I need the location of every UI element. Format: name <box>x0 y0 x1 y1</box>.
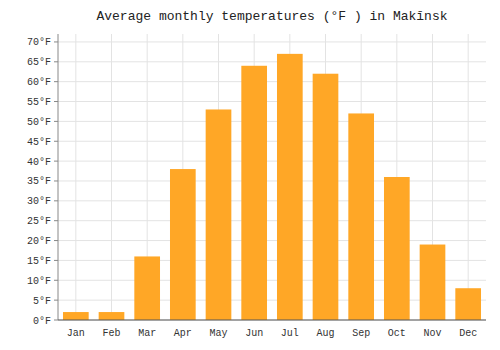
y-tick-label: 30°F <box>27 196 51 207</box>
y-grid-line <box>58 200 486 201</box>
y-grid-line <box>58 61 486 62</box>
y-tick-label: 15°F <box>27 256 51 267</box>
bar <box>420 245 446 320</box>
y-tick-label: 65°F <box>27 57 51 68</box>
x-tick-label: Aug <box>316 328 334 339</box>
bar <box>313 74 339 320</box>
bars <box>63 54 481 320</box>
y-grid-line <box>58 320 486 321</box>
y-tick <box>54 180 58 181</box>
y-axis-line <box>58 34 59 320</box>
bar <box>348 113 374 320</box>
y-tick-label: 20°F <box>27 236 51 247</box>
y-tick-label: 10°F <box>27 276 51 287</box>
y-tick <box>54 141 58 142</box>
y-tick <box>54 260 58 261</box>
y-grid-line <box>58 141 486 142</box>
y-tick-label: 5°F <box>33 296 51 307</box>
x-grid-line <box>468 34 469 320</box>
y-tick-label: 70°F <box>27 37 51 48</box>
chart-container: Average monthly temperatures (°F ) in Ma… <box>0 0 500 350</box>
y-tick-label: 40°F <box>27 157 51 168</box>
bar <box>99 312 125 320</box>
y-grid-line <box>58 180 486 181</box>
x-grid-line <box>111 34 112 320</box>
x-tick-label: Oct <box>388 328 406 339</box>
x-tick-label: Jan <box>67 328 85 339</box>
y-tick <box>54 41 58 42</box>
y-grid-line <box>58 220 486 221</box>
bar <box>384 177 410 320</box>
chart-svg: Average monthly temperatures (°F ) in Ma… <box>0 0 500 350</box>
y-tick <box>54 280 58 281</box>
y-tick <box>54 121 58 122</box>
grid <box>58 34 486 320</box>
y-tick <box>54 300 58 301</box>
y-tick-label: 25°F <box>27 216 51 227</box>
title: Average monthly temperatures (°F ) in Ma… <box>96 9 447 24</box>
bar <box>63 312 89 320</box>
y-grid-line <box>58 121 486 122</box>
x-tick-label: Nov <box>423 328 441 339</box>
y-tick-label: 0°F <box>33 316 51 327</box>
y-tick-label: 45°F <box>27 137 51 148</box>
bar <box>241 66 267 320</box>
y-tick-label: 50°F <box>27 117 51 128</box>
bar <box>206 109 232 320</box>
y-tick <box>54 200 58 201</box>
y-tick <box>54 161 58 162</box>
y-grid-line <box>58 101 486 102</box>
bar <box>134 256 160 320</box>
y-tick <box>54 61 58 62</box>
x-tick-label: Apr <box>174 328 192 339</box>
y-tick <box>54 81 58 82</box>
x-tick-label: Mar <box>138 328 156 339</box>
x-axis-line <box>58 320 486 321</box>
y-tick <box>54 320 58 321</box>
x-tick-label: Jun <box>245 328 263 339</box>
y-tick-label: 55°F <box>27 97 51 108</box>
y-grid-line <box>58 81 486 82</box>
x-tick-label: Feb <box>102 328 120 339</box>
axes: 0°F 5°F 10°F 15°F 20°F 25°F 30°F 35°F 40°F 45°F 50… <box>27 34 486 339</box>
bar <box>277 54 303 320</box>
y-grid-line <box>58 41 486 42</box>
x-tick-label: Dec <box>459 328 477 339</box>
y-tick-label: 60°F <box>27 77 51 88</box>
x-tick-label: Jul <box>281 328 299 339</box>
x-tick-label: Sep <box>352 328 370 339</box>
y-grid-line <box>58 240 486 241</box>
x-grid-line <box>75 34 76 320</box>
y-tick-label: 35°F <box>27 176 51 187</box>
y-tick <box>54 240 58 241</box>
y-tick <box>54 220 58 221</box>
bar <box>455 288 481 320</box>
bar <box>170 169 196 320</box>
y-grid-line <box>58 161 486 162</box>
y-tick <box>54 101 58 102</box>
x-tick-label: May <box>209 328 227 339</box>
